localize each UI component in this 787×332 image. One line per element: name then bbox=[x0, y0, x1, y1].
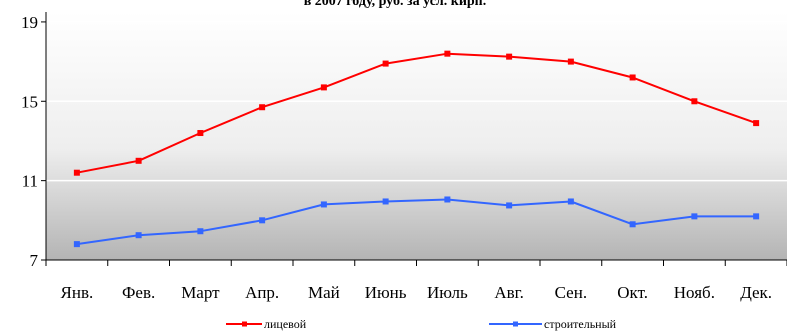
series-0-point-9 bbox=[629, 74, 636, 81]
series-1-point-1 bbox=[135, 232, 142, 239]
series-lines bbox=[76, 52, 757, 246]
series-0-point-2 bbox=[197, 130, 204, 137]
y-tick-label-15: 15 bbox=[21, 92, 38, 111]
x-tick-label-2: Март bbox=[181, 283, 220, 302]
series-1-point-11 bbox=[753, 213, 760, 220]
x-tick-label-0: Янв. bbox=[61, 283, 94, 302]
legend-item-litsevoy: лицевой bbox=[226, 317, 307, 331]
y-tick-label-19: 19 bbox=[21, 13, 38, 32]
x-tick-label-10: Нояб. bbox=[674, 283, 715, 302]
legend: лицевой строительный bbox=[226, 317, 617, 331]
series-1-point-4 bbox=[320, 201, 327, 208]
series-0-point-8 bbox=[567, 58, 574, 65]
series-0-point-5 bbox=[382, 60, 389, 67]
y-tick-label-11: 11 bbox=[22, 172, 38, 191]
series-0-point-1 bbox=[135, 157, 142, 164]
series-1-point-9 bbox=[629, 221, 636, 228]
x-tick-label-7: Авг. bbox=[494, 283, 524, 302]
legend-label-litsevoy: лицевой bbox=[264, 317, 307, 331]
series-1-point-8 bbox=[567, 198, 574, 205]
plot-area bbox=[46, 12, 787, 260]
series-markers bbox=[73, 50, 760, 248]
x-tick-label-4: Май bbox=[308, 283, 340, 302]
series-0-point-10 bbox=[691, 98, 698, 105]
x-tick-label-8: Сен. bbox=[555, 283, 587, 302]
gridlines bbox=[46, 21, 787, 182]
series-1-point-5 bbox=[382, 198, 389, 205]
series-1-point-0 bbox=[73, 241, 80, 248]
legend-marker-stroitelny bbox=[513, 321, 518, 327]
series-line-1 bbox=[76, 198, 757, 246]
y-tick-label-7: 7 bbox=[30, 251, 39, 270]
x-tick-label-11: Дек. bbox=[740, 283, 772, 302]
x-axis-ticks: Янв. Фев. Март Апр. Май Июнь Июль Авг. Сен. Окт. Н… bbox=[45, 260, 787, 302]
chart-title: в 2007 году, руб. за усл. кирп. bbox=[304, 0, 487, 9]
series-1-point-3 bbox=[259, 217, 266, 224]
x-tick-label-5: Июнь bbox=[365, 283, 407, 302]
legend-label-stroitelny: строительный bbox=[544, 317, 617, 331]
x-tick-label-1: Фев. bbox=[122, 283, 155, 302]
legend-item-stroitelny: строительный bbox=[489, 317, 617, 331]
x-tick-label-6: Июль bbox=[427, 283, 468, 302]
series-0-point-11 bbox=[753, 120, 760, 127]
series-line-0 bbox=[76, 52, 757, 174]
x-tick-label-9: Окт. bbox=[617, 283, 648, 302]
series-0-point-4 bbox=[320, 84, 327, 91]
x-tick-label-3: Апр. bbox=[245, 283, 279, 302]
series-0-point-7 bbox=[506, 53, 513, 60]
series-1-point-6 bbox=[444, 196, 451, 203]
series-0-point-6 bbox=[444, 50, 451, 57]
series-1-point-10 bbox=[691, 213, 698, 220]
series-1-point-7 bbox=[506, 202, 513, 209]
series-0-point-3 bbox=[259, 104, 266, 111]
series-0-point-0 bbox=[73, 169, 80, 176]
series-1-point-2 bbox=[197, 228, 204, 235]
legend-marker-litsevoy bbox=[242, 321, 247, 327]
y-axis-ticks: 7 11 15 19 bbox=[21, 13, 46, 270]
